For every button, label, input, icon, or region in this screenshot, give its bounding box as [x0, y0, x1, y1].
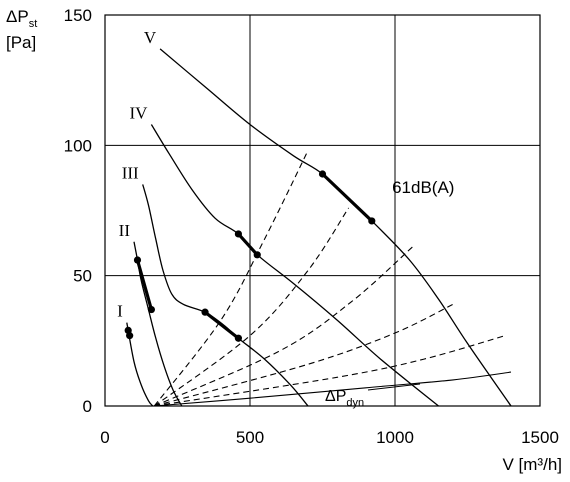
- x-tick-label: 0: [100, 428, 109, 447]
- curve-label-II: II: [119, 221, 131, 240]
- y-axis-unit: [Pa]: [6, 33, 36, 52]
- curve-label-III: III: [122, 163, 139, 182]
- x-tick-label: 1500: [521, 428, 559, 447]
- curve-label-I: I: [117, 302, 123, 321]
- plot-frame: [104, 14, 541, 407]
- marker-point: [253, 251, 261, 259]
- x-tick-label: 1000: [376, 428, 414, 447]
- fan-curve-V: [159, 48, 512, 407]
- bold-segment-IV: [237, 232, 259, 256]
- bold-segment-II: [135, 259, 153, 310]
- x-axis-label: V [m³/h]: [502, 455, 562, 474]
- y-tick-label: 150: [64, 6, 92, 25]
- marker-point: [318, 170, 327, 178]
- dashed-system-line: [154, 335, 506, 407]
- y-tick-label: 100: [64, 136, 92, 155]
- dashed-system-line: [153, 207, 350, 407]
- bold-segment-V: [321, 172, 373, 223]
- pdyn-curve: [154, 371, 512, 407]
- y-tick-label: 50: [73, 267, 92, 286]
- y-axis-label: ΔPst: [6, 7, 37, 30]
- marker-point: [126, 332, 134, 340]
- marker-point: [133, 256, 142, 264]
- dashed-system-line: [153, 150, 309, 407]
- marker-point: [234, 230, 242, 238]
- fan-curve-III: [142, 184, 309, 407]
- marker-point: [201, 308, 209, 316]
- bold-segment-III: [204, 310, 240, 340]
- curve-label-IV: IV: [129, 103, 148, 122]
- y-tick-label: 0: [83, 397, 92, 416]
- curve-label-V: V: [144, 28, 157, 47]
- dashed-system-line: [154, 246, 413, 407]
- fan-curve-I: [126, 322, 154, 407]
- dashed-system-line: [154, 303, 454, 407]
- marker-point: [234, 334, 242, 342]
- x-tick-label: 500: [236, 428, 264, 447]
- annotation-label: 61dB(A): [392, 178, 454, 197]
- marker-point: [147, 305, 155, 314]
- marker-point: [368, 217, 376, 225]
